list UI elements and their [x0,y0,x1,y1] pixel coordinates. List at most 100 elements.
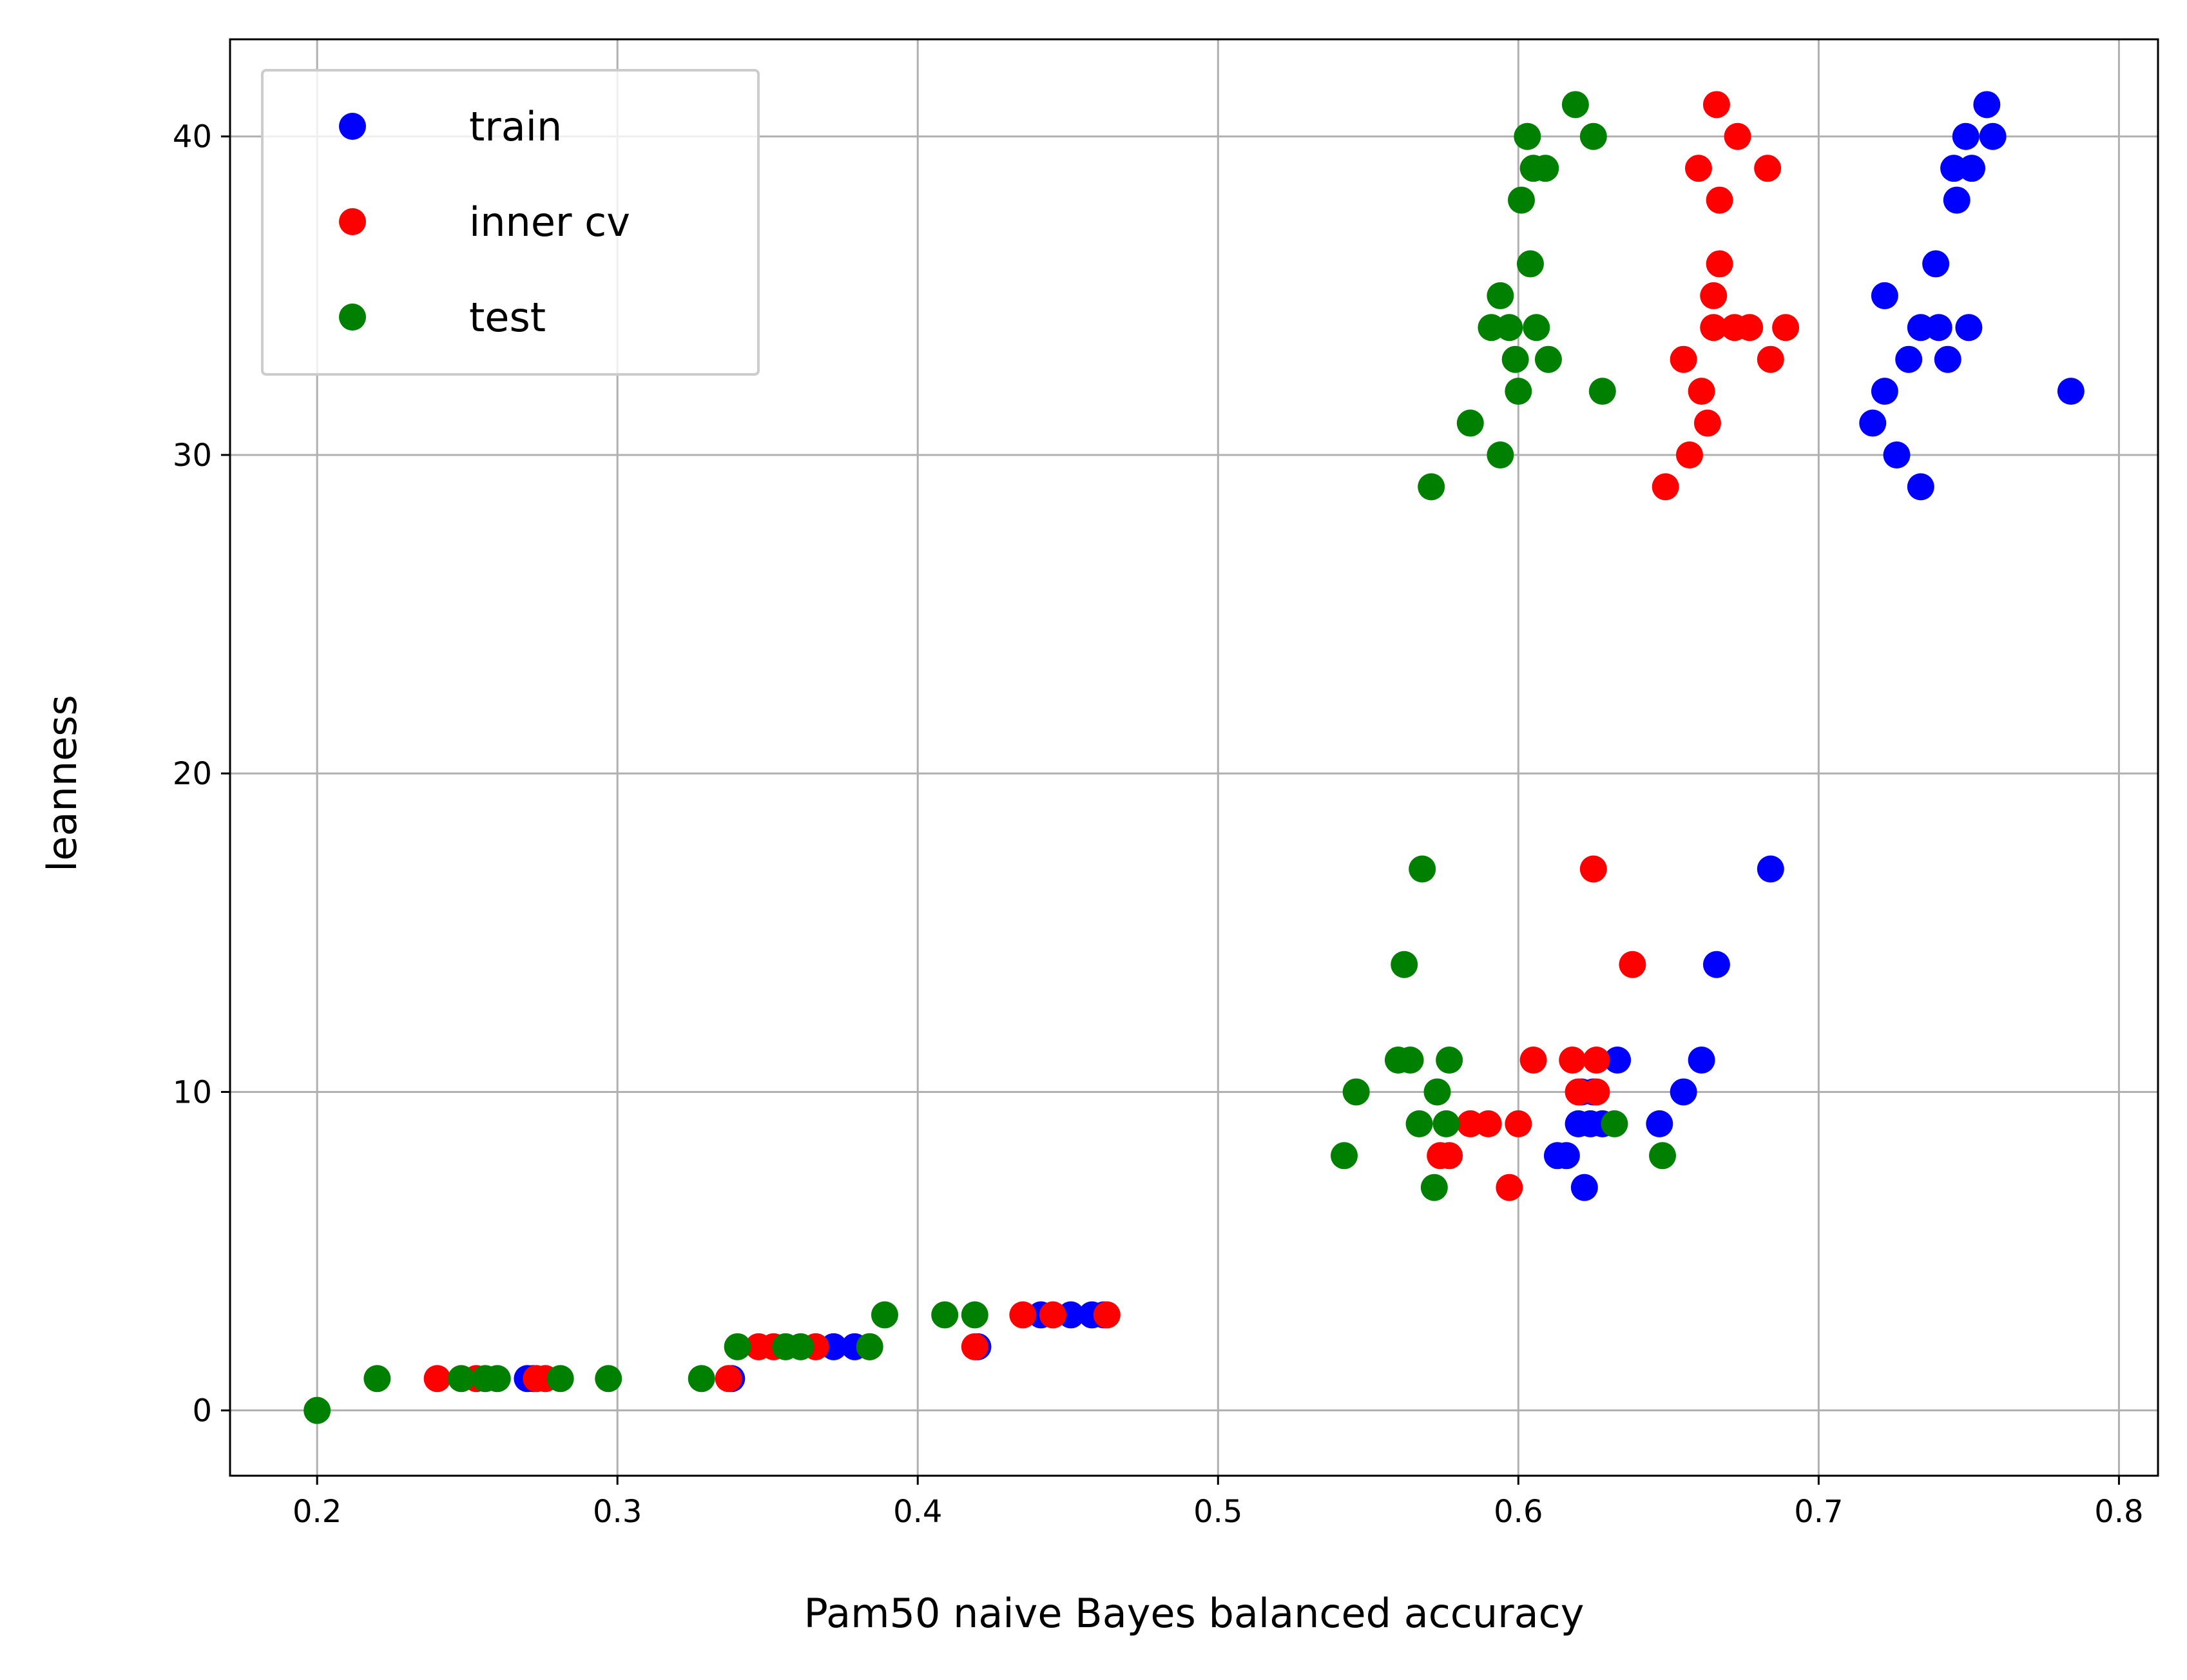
data-point [303,1396,331,1424]
data-point [1559,1047,1586,1074]
x-tick-label: 0.7 [1794,1494,1843,1530]
data-point [1409,855,1436,883]
data-point [1684,155,1712,182]
data-point [1405,1110,1433,1137]
grid [230,39,2158,1476]
data-point [1561,91,1589,119]
data-point [1436,1047,1463,1074]
x-tick-label: 0.2 [293,1494,342,1530]
data-point [1700,314,1728,342]
data-point [1487,282,1514,309]
legend-label-inner-cv: inner cv [469,198,630,246]
data-point [1652,473,1679,501]
data-point [1871,282,1898,309]
series-test [303,91,1677,1424]
y-tick-label: 20 [173,756,212,792]
data-point [363,1365,391,1393]
data-point [1952,122,1980,150]
data-point [1396,1047,1424,1074]
data-point [1907,473,1934,501]
y-axis: 0 10 20 30 40 [173,119,230,1429]
data-point [1583,1078,1610,1106]
data-point [1507,186,1535,214]
data-point [1423,1078,1451,1106]
data-point [447,1365,475,1393]
data-point [1670,1078,1697,1106]
data-point [1955,314,1983,342]
data-point [1579,855,1607,883]
data-points [303,91,2085,1424]
y-axis-label: leanness [39,695,86,872]
data-point [1532,155,1559,182]
data-point [871,1301,898,1329]
data-point [1420,1173,1448,1201]
data-point [1772,314,1800,342]
data-point [1579,122,1607,150]
data-point [931,1301,959,1329]
data-point [961,1333,988,1360]
x-tick-label: 0.4 [893,1494,942,1530]
data-point [1925,314,1952,342]
x-tick-label: 0.5 [1193,1494,1242,1530]
data-point [1516,250,1544,278]
data-point [1601,1110,1628,1137]
data-point [1342,1078,1370,1106]
data-point [1688,1047,1715,1074]
data-point [483,1365,511,1393]
data-point [1871,378,1898,405]
data-point [1979,122,2007,150]
data-point [1039,1301,1066,1329]
x-axis-label: Pam50 naive Bayes balanced accuracy [804,1590,1585,1637]
plot-frame [229,38,2159,1477]
data-point [787,1333,814,1360]
data-point [1093,1301,1121,1329]
legend-marker-test [339,304,366,331]
data-point [1922,250,1950,278]
data-point [1670,345,1697,373]
y-tick-label: 40 [173,119,212,155]
data-point [1757,345,1784,373]
x-tick-label: 0.6 [1494,1494,1543,1530]
data-point [724,1333,751,1360]
legend-marker-train [339,113,366,140]
data-point [1724,122,1751,150]
data-point [1604,1047,1632,1074]
data-point [1519,1047,1547,1074]
data-point [1675,441,1703,468]
data-point [1523,314,1550,342]
data-point [1958,155,1986,182]
data-point [1859,409,1887,437]
data-point [1505,1110,1532,1137]
data-point [1736,314,1764,342]
data-point [1973,91,2001,119]
x-tick-label: 0.8 [2094,1494,2143,1530]
data-point [1552,1142,1580,1170]
series-inner-cv [423,91,1800,1393]
data-point [1501,345,1529,373]
data-point [1432,1110,1460,1137]
x-tick-label: 0.3 [593,1494,642,1530]
data-point [1496,1173,1523,1201]
y-tick-label: 30 [173,438,212,474]
data-point [423,1365,451,1393]
data-point [1895,345,1923,373]
legend-box [261,69,760,376]
data-point [1418,473,1445,501]
data-point [688,1365,715,1393]
data-point [2057,378,2085,405]
data-point [1588,378,1616,405]
legend-label-test: test [469,294,546,341]
data-point [1702,951,1730,978]
data-point [595,1365,622,1393]
y-tick-label: 10 [173,1074,212,1110]
data-point [1700,282,1728,309]
data-point [1646,1110,1673,1137]
data-point [1436,1142,1463,1170]
data-point [1649,1142,1677,1170]
data-point [961,1301,988,1329]
data-point [1934,345,1961,373]
data-point [1487,441,1514,468]
data-point [1331,1142,1358,1170]
data-point [1688,378,1715,405]
